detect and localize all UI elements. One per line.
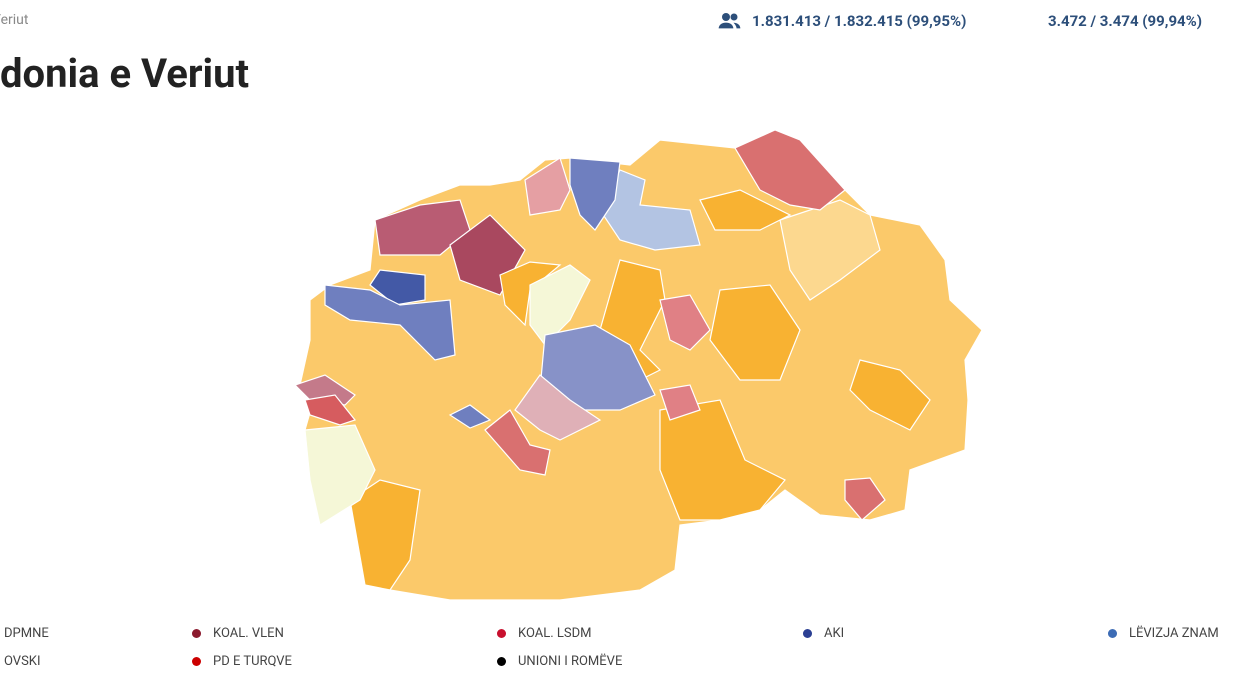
legend-label: PD E TURQVE [213, 654, 292, 669]
region [709, 284, 801, 381]
page-title: donia e Veriut [0, 50, 250, 97]
legend-item[interactable]: LËVIZJA ZNAM [1108, 626, 1219, 641]
region [299, 129, 983, 601]
legend-label: KOAL. LSDM [518, 626, 592, 641]
region [449, 214, 526, 296]
region [529, 264, 591, 346]
legend-item[interactable]: KOAL. LSDM [497, 626, 592, 641]
voters-stat: 1.831.413 / 1.832.415 (99,95%) [718, 12, 966, 30]
region [349, 479, 421, 591]
region [324, 284, 456, 361]
legend-item[interactable]: AKI [803, 626, 844, 641]
region [293, 374, 356, 406]
legend-item[interactable]: UNIONI I ROMËVE [497, 654, 622, 669]
legend-label: KOAL. VLEN [213, 626, 284, 641]
region [499, 261, 562, 327]
region [734, 129, 846, 211]
region [514, 374, 602, 441]
stations-stat: 3.472 / 3.474 (99,94%) [1018, 12, 1202, 30]
voters-text: 1.831.413 / 1.832.415 (99,95%) [752, 12, 967, 30]
region [659, 399, 786, 521]
region [659, 384, 701, 421]
region [599, 169, 701, 251]
region [779, 199, 881, 301]
legend-label: LËVIZJA ZNAM [1129, 626, 1219, 641]
region [524, 157, 571, 216]
legend-label: UNIONI I ROMËVE [518, 654, 623, 669]
region [699, 189, 792, 231]
legend-label: AKI [824, 626, 845, 641]
legend-item[interactable]: DPMNE [4, 626, 49, 641]
legend-dot [803, 629, 812, 638]
legend-item[interactable]: OVSKI [4, 654, 41, 669]
region [304, 424, 376, 526]
legend-dot [1108, 629, 1117, 638]
region [448, 404, 492, 429]
region [569, 157, 621, 231]
region [659, 294, 711, 351]
region [849, 359, 931, 431]
legend-item[interactable]: KOAL. VLEN [192, 626, 284, 641]
stations-icon [1019, 12, 1037, 30]
legend-item[interactable]: PD E TURQVE [192, 654, 292, 669]
legend-dot [497, 657, 506, 666]
region [539, 324, 656, 411]
legend-dot [192, 629, 201, 638]
region [844, 477, 886, 521]
legend-label: OVSKI [4, 654, 41, 669]
region [304, 394, 357, 426]
region [374, 199, 471, 256]
voters-icon [718, 13, 742, 30]
legend-dot [497, 629, 506, 638]
region [369, 269, 426, 306]
legend-dot [192, 657, 201, 666]
legend-label: DPMNE [4, 626, 49, 641]
region [484, 409, 551, 476]
stations-text: 3.472 / 3.474 (99,94%) [1048, 12, 1203, 30]
breadcrumb[interactable]: Veriut [0, 12, 29, 28]
region [599, 259, 666, 381]
